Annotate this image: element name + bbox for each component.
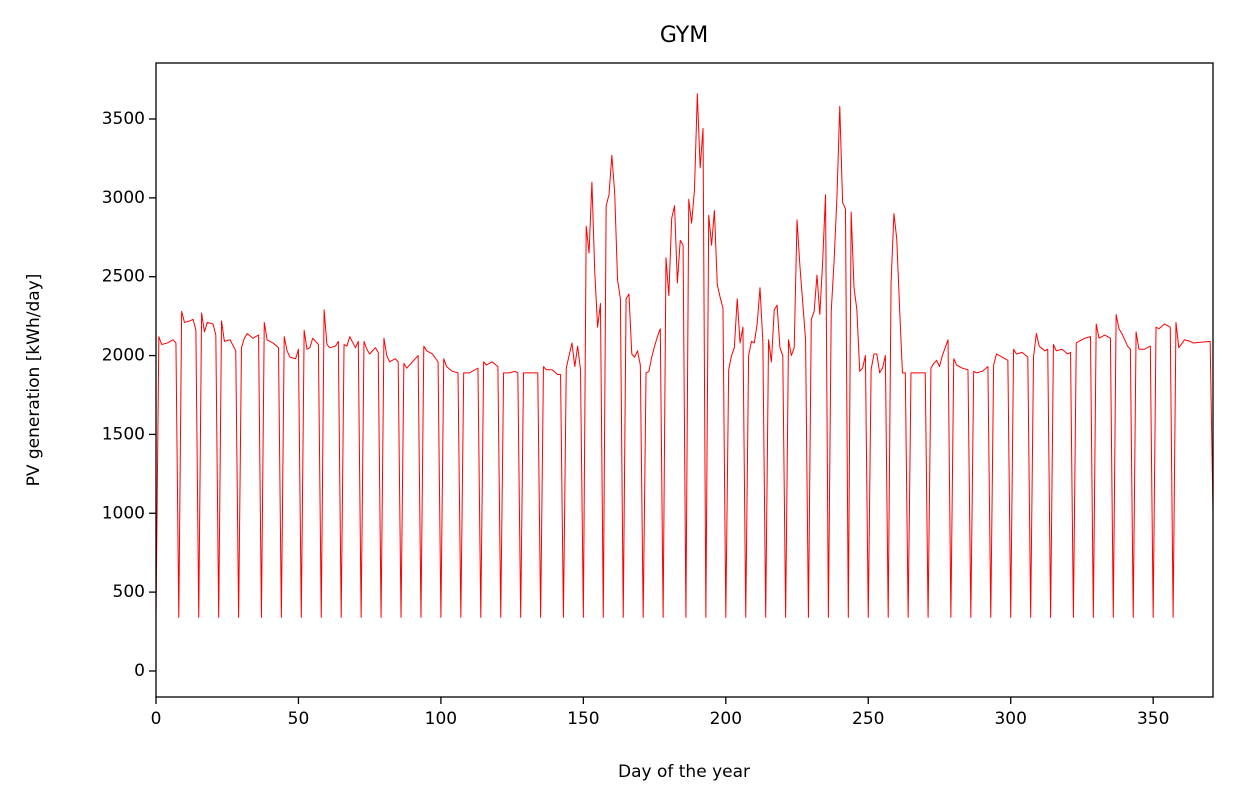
x-tick-label: 200 <box>710 709 742 729</box>
chart-title: GYM <box>660 23 708 48</box>
x-tick-label: 250 <box>852 709 884 729</box>
y-axis-label: PV generation [kWh/day] <box>24 274 44 487</box>
x-tick-label: 300 <box>994 709 1026 729</box>
x-tick-label: 100 <box>425 709 457 729</box>
x-tick-label: 350 <box>1137 709 1169 729</box>
y-tick-label: 1000 <box>102 503 145 523</box>
y-tick-label: 2000 <box>102 346 145 366</box>
x-axis-label: Day of the year <box>618 762 750 782</box>
y-tick-label: 3500 <box>102 109 145 129</box>
plot-frame <box>155 62 1214 698</box>
data-line <box>156 93 1213 618</box>
x-tick-label: 50 <box>288 709 310 729</box>
y-tick-label: 500 <box>113 582 145 602</box>
x-tick-label: 0 <box>151 709 162 729</box>
y-tick-label: 3000 <box>102 188 145 208</box>
y-tick-label: 0 <box>134 661 145 681</box>
y-tick-label: 1500 <box>102 424 145 444</box>
y-tick-label: 2500 <box>102 267 145 287</box>
x-tick-label: 150 <box>567 709 599 729</box>
